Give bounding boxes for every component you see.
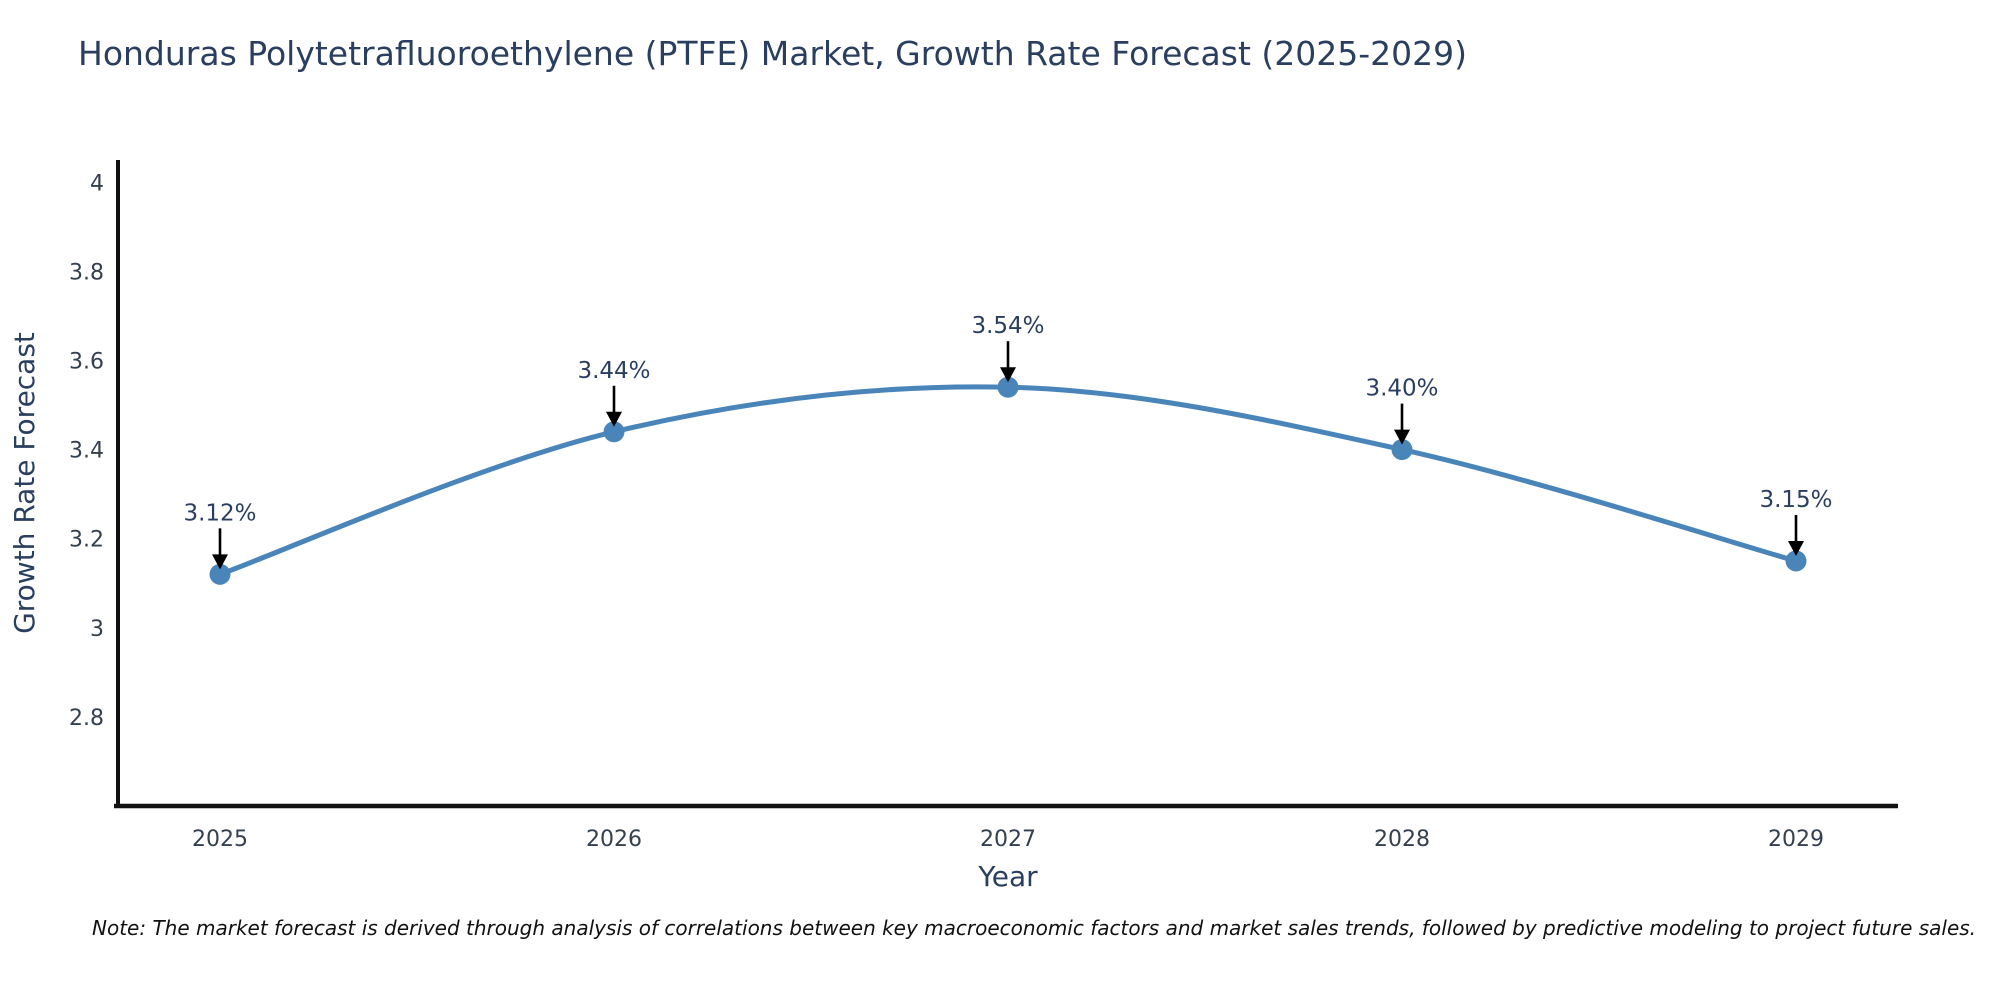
point-value-label: 3.40% — [1365, 376, 1438, 402]
y-tick-label: 3 — [90, 617, 104, 642]
y-tick-label: 3.4 — [69, 439, 104, 464]
y-axis-title: Growth Rate Forecast — [8, 332, 41, 634]
y-tick-label: 3.2 — [69, 528, 104, 553]
annotation-arrowhead-icon — [1394, 429, 1410, 445]
data-point[interactable] — [1785, 550, 1807, 572]
x-tick-label: 2029 — [1768, 827, 1824, 852]
x-axis-title: Year — [977, 860, 1038, 893]
x-tick-label: 2027 — [980, 827, 1036, 852]
y-tick-label: 3.6 — [69, 349, 104, 374]
x-tick-label: 2025 — [192, 827, 248, 852]
y-tick-label: 2.8 — [69, 706, 104, 731]
footnote: Note: The market forecast is derived thr… — [92, 916, 1977, 940]
point-value-label: 3.12% — [183, 500, 256, 526]
y-tick-label: 3.8 — [69, 260, 104, 285]
y-tick-label: 4 — [90, 171, 104, 196]
x-tick-label: 2026 — [586, 827, 642, 852]
chart-title: Honduras Polytetrafluoroethylene (PTFE) … — [78, 34, 1468, 73]
data-point[interactable] — [603, 421, 625, 443]
annotation-arrowhead-icon — [1788, 540, 1804, 556]
forecast-line — [217, 384, 1799, 577]
point-value-label: 3.15% — [1759, 487, 1832, 513]
annotation-arrowhead-icon — [606, 411, 622, 427]
point-value-label: 3.44% — [577, 358, 650, 384]
data-point[interactable] — [209, 563, 231, 585]
annotation-arrowhead-icon — [1000, 367, 1016, 383]
annotation-arrowhead-icon — [212, 554, 228, 570]
point-value-label: 3.54% — [971, 313, 1044, 339]
x-tick-label: 2028 — [1374, 827, 1430, 852]
data-point[interactable] — [997, 376, 1019, 398]
data-point[interactable] — [1391, 439, 1413, 461]
